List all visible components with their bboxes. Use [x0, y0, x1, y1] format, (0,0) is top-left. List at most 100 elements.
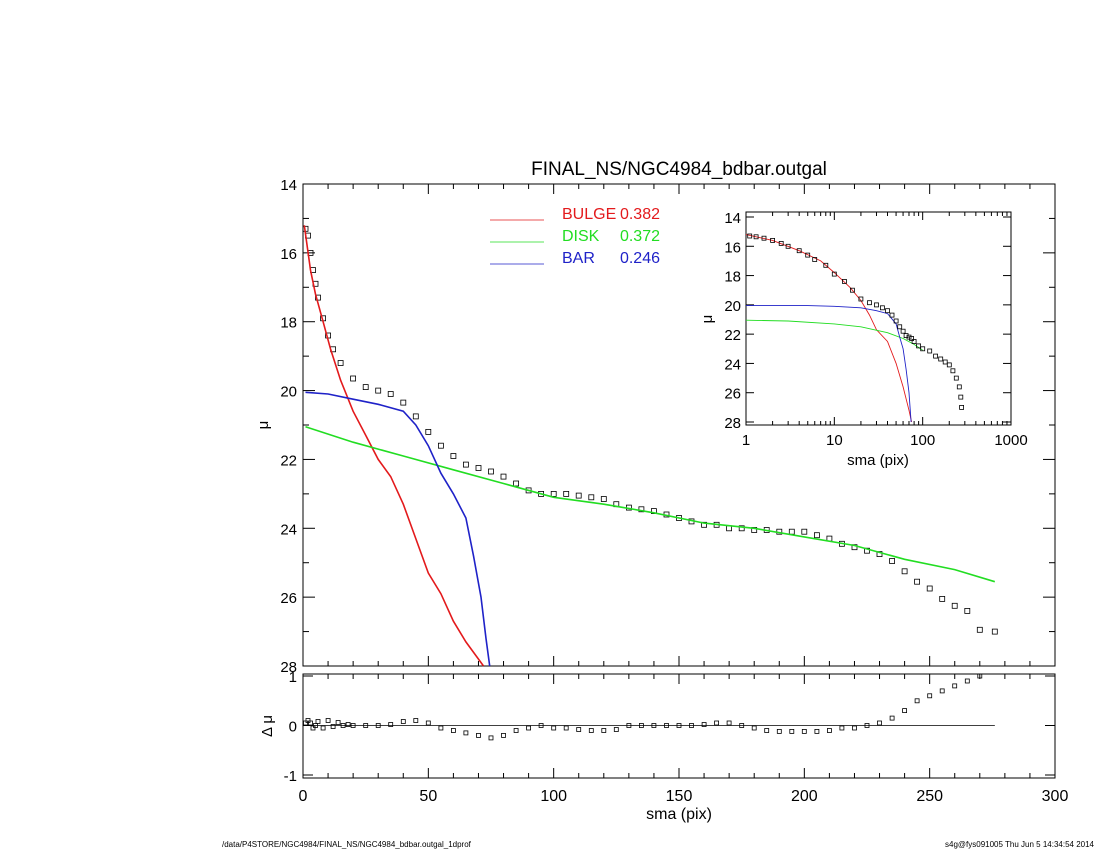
observed-point — [350, 375, 357, 382]
inset-observed-point — [805, 252, 811, 258]
inset-observed-point — [916, 343, 921, 349]
residual-point — [964, 678, 970, 684]
observed-point — [914, 578, 920, 585]
inset-observed-point — [897, 324, 903, 330]
residual-point — [977, 673, 983, 679]
residual-point — [315, 719, 321, 724]
residual-point — [400, 719, 406, 724]
observed-point — [889, 558, 895, 564]
observed-point — [412, 413, 419, 420]
observed-point — [450, 453, 457, 459]
inset-observed-point — [956, 384, 962, 390]
observed-point — [788, 528, 795, 535]
residual-point — [676, 723, 682, 728]
legend-name-disk: DISK — [562, 228, 600, 245]
residual-point — [764, 728, 770, 733]
inset-observed-point — [933, 353, 938, 359]
observed-point — [375, 387, 382, 394]
observed-point — [400, 399, 407, 406]
residual-point — [563, 725, 569, 731]
residual-point — [714, 720, 719, 726]
y-tick-label: 16 — [280, 246, 297, 263]
residual-point — [413, 718, 419, 723]
observed-point — [437, 442, 444, 449]
y-tick-label: 18 — [280, 315, 297, 332]
observed-point — [801, 528, 808, 535]
x-axis-label: sma (pix) — [646, 806, 712, 823]
residual-point — [626, 723, 632, 728]
y-tick-label: -1 — [284, 768, 297, 785]
residual-point — [939, 688, 945, 694]
observed-point — [362, 384, 369, 391]
inset-observed-point — [959, 404, 964, 410]
residual-point — [651, 723, 657, 728]
y-tick-label: 26 — [280, 590, 297, 607]
residual-point — [330, 724, 336, 729]
inset-observed-point — [796, 248, 802, 254]
inset-log-panel: 1 10 100 1000 14 16 18 20 22 24 26 28 μ sma (pix) — [699, 210, 1028, 469]
observed-point — [600, 496, 607, 502]
residual-point — [801, 729, 807, 734]
observed-point — [462, 461, 469, 468]
residual-point — [889, 715, 895, 721]
inset-observed-point — [909, 336, 914, 341]
inset-observed-point — [812, 257, 818, 262]
residual-point — [576, 727, 582, 732]
x-tick-label: 100 — [540, 788, 567, 805]
observed-point — [475, 465, 482, 471]
observed-point — [513, 480, 519, 487]
inset-y-tick-label: 26 — [724, 386, 741, 403]
observed-point — [315, 294, 321, 301]
residual-point — [363, 723, 369, 728]
observed-point — [991, 628, 998, 635]
residual-point — [776, 729, 782, 734]
inset-observed-point — [867, 300, 872, 306]
x-tick-label: 50 — [419, 788, 437, 805]
residual-point — [601, 728, 607, 733]
legend-value-disk: 0.372 — [620, 228, 660, 245]
residual-point — [852, 725, 857, 731]
inset-model-line-bulge — [745, 234, 913, 423]
inset-observed-point — [953, 375, 959, 381]
inset-observed-point — [770, 237, 775, 243]
inset-observed-point — [927, 348, 933, 354]
inset-y-tick-label: 14 — [724, 210, 741, 227]
inset-x-axis-label: sma (pix) — [847, 452, 909, 469]
residual-point — [927, 693, 933, 699]
observed-point — [425, 428, 432, 435]
inset-observed-point — [885, 308, 890, 314]
inset-y-tick-label: 28 — [724, 415, 741, 432]
observed-point — [488, 468, 494, 475]
inset-observed-point — [958, 394, 964, 400]
x-tick-label: 0 — [299, 788, 308, 805]
residual-point — [726, 720, 732, 726]
x-tick-label: 150 — [666, 788, 693, 805]
legend-name-bulge: BULGE — [562, 206, 616, 223]
inset-y-tick-label: 20 — [724, 298, 741, 315]
y-tick-label: 0 — [289, 719, 297, 736]
residual-point — [308, 720, 313, 726]
residual-point — [501, 733, 506, 738]
observed-point — [951, 602, 958, 609]
inset-observed-point — [880, 305, 885, 311]
inset-observed-point — [850, 287, 855, 293]
inset-observed-point — [938, 356, 944, 362]
residual-y-axis-label: Δ μ — [259, 715, 276, 737]
observed-point — [738, 525, 745, 532]
model-line-disk — [305, 425, 996, 583]
legend-value-bulge: 0.382 — [620, 206, 660, 223]
residual-point — [639, 723, 644, 728]
inset-observed-point — [920, 346, 926, 352]
residual-point — [902, 708, 907, 713]
observed-point — [964, 608, 971, 614]
residual-point — [305, 718, 311, 723]
residual-point — [513, 728, 519, 733]
residual-point — [864, 723, 870, 728]
inset-y-tick-label: 22 — [724, 327, 741, 344]
inset-observed-point — [911, 339, 917, 344]
chart-title: FINAL_NS/NGC4984_bdbar.outgal — [531, 159, 827, 180]
residual-point — [476, 733, 481, 738]
inset-observed-point — [942, 359, 948, 365]
